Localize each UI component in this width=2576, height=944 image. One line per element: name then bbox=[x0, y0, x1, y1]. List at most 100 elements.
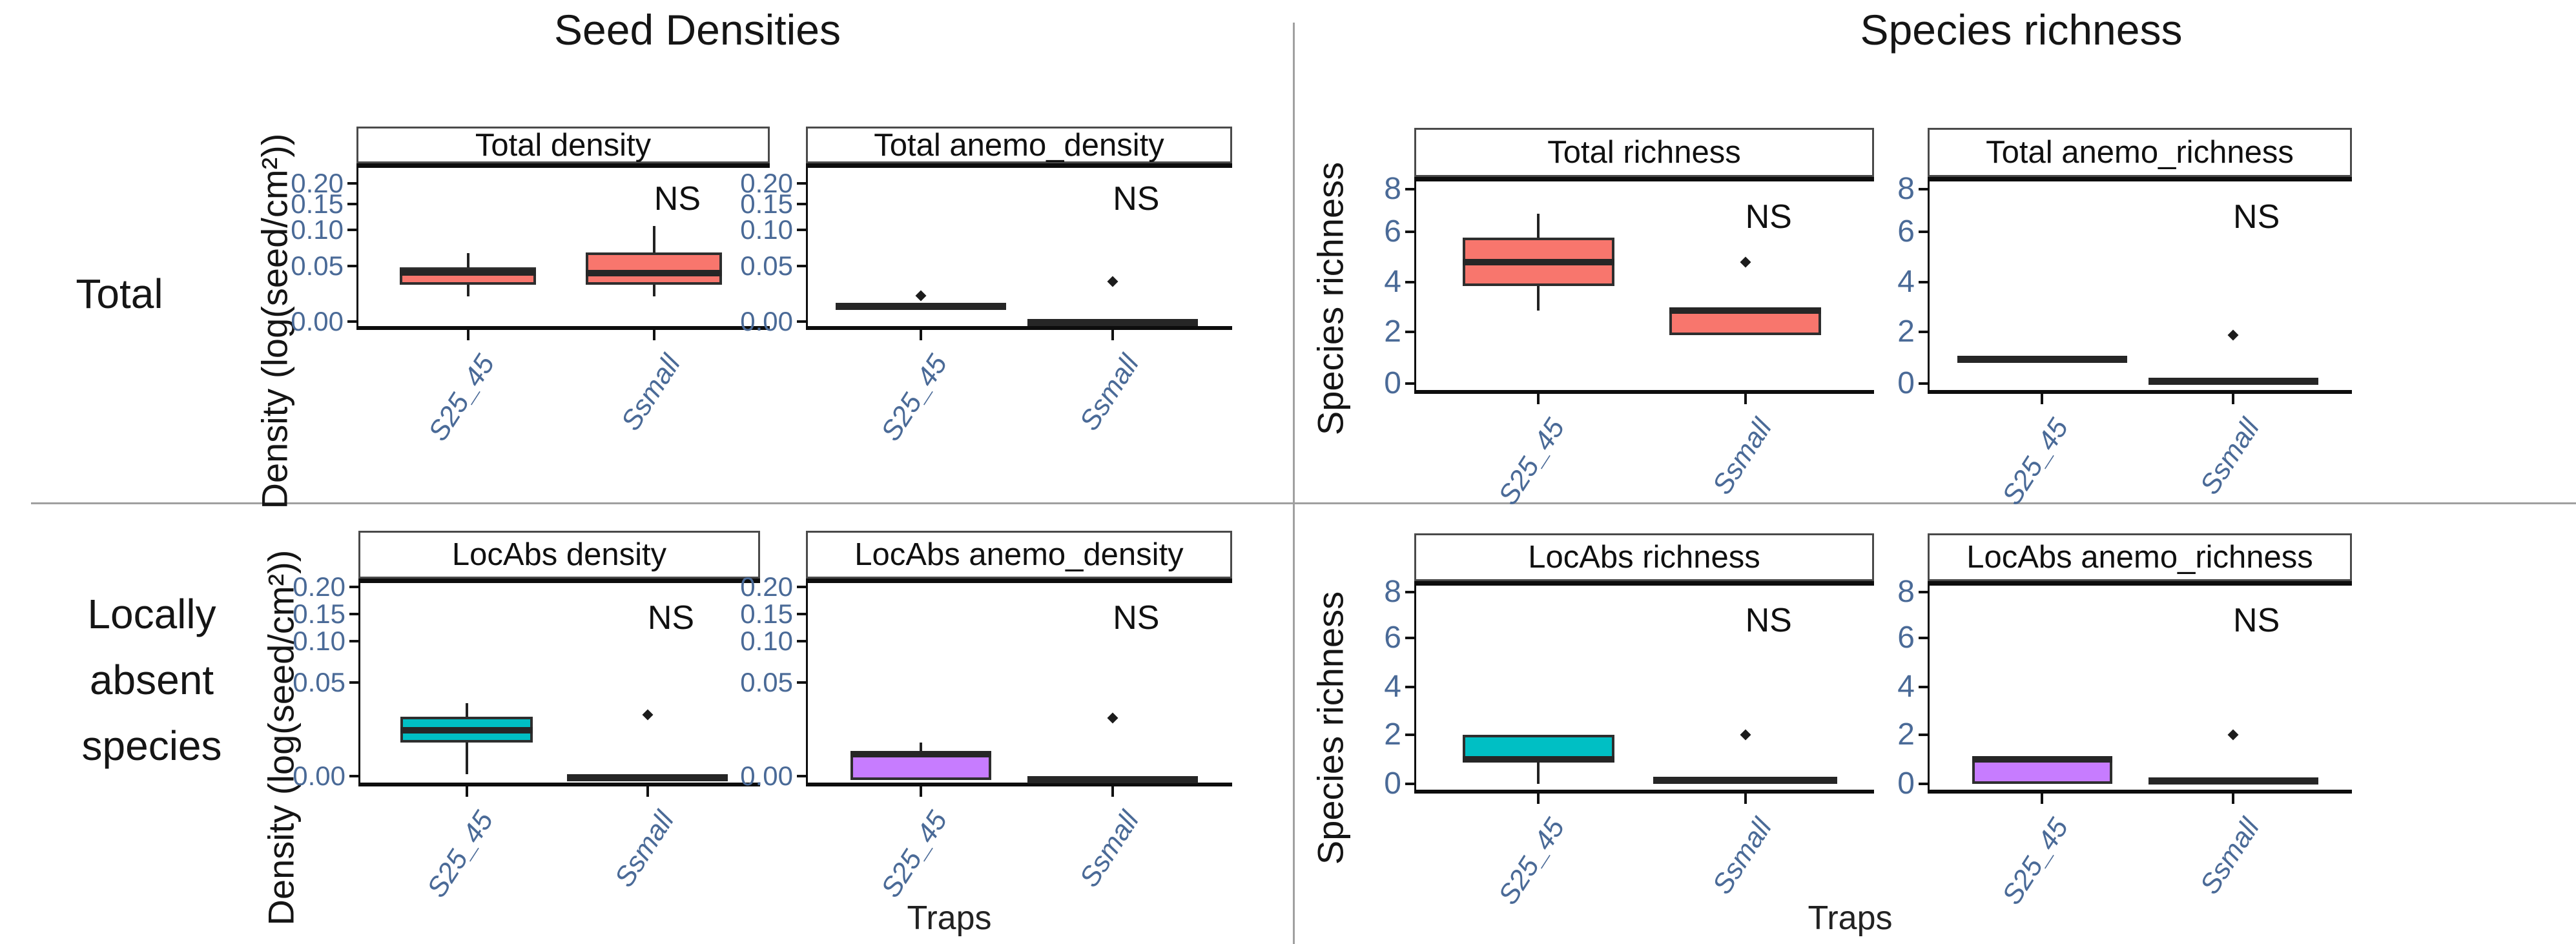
y-tick-label-locabs-anemo-density: 0.05 bbox=[740, 667, 793, 697]
panel-plot-locabs-density bbox=[358, 579, 760, 786]
y-tick-label-total-anemo-density: 0.00 bbox=[740, 306, 793, 337]
y-tick-mark-total-anemo-richness bbox=[1919, 382, 1928, 385]
y-tick-mark-total-richness bbox=[1405, 188, 1414, 191]
significance-label-total-anemo-density: NS bbox=[1113, 180, 1160, 218]
y-tick-label-locabs-anemo-richness: 0 bbox=[1897, 766, 1915, 801]
x-tick-label-locabs-anemo-richness-0: S25_45 bbox=[1996, 813, 2075, 910]
y-tick-mark-total-anemo-richness bbox=[1919, 330, 1928, 333]
y-tick-label-locabs-density: 0.15 bbox=[293, 598, 345, 629]
x-tick-label-locabs-density-0: S25_45 bbox=[421, 806, 500, 903]
x-tick-label-total-anemo-density-0: S25_45 bbox=[875, 349, 954, 447]
box-locabs-anemo-richness-S25_45 bbox=[1972, 759, 2112, 784]
y-tick-mark-total-anemo-richness bbox=[1919, 280, 1928, 283]
y-tick-mark-locabs-anemo-richness bbox=[1919, 685, 1928, 688]
panel-strip-total-anemo-richness: Total anemo_richness bbox=[1928, 128, 2352, 177]
y-tick-label-locabs-density: 0.20 bbox=[293, 571, 345, 602]
x-tick-label-total-anemo-richness-1: Ssmall bbox=[2194, 413, 2266, 500]
y-tick-mark-locabs-anemo-richness bbox=[1919, 636, 1928, 639]
x-tick-label-locabs-density-1: Ssmall bbox=[608, 806, 681, 893]
flat-bar-locabs-anemo-density-Ssmall bbox=[1027, 775, 1199, 783]
y-tick-label-total-density: 0.10 bbox=[291, 214, 344, 245]
y-tick-mark-total-density bbox=[347, 264, 356, 267]
y-tick-mark-total-anemo-richness bbox=[1919, 188, 1928, 191]
y-tick-label-total-richness: 2 bbox=[1384, 314, 1401, 349]
median-locabs-density-S25_45 bbox=[400, 727, 533, 734]
y-tick-mark-total-anemo-density bbox=[797, 203, 806, 206]
x-tick-mark-locabs-density bbox=[465, 786, 468, 797]
flat-bar-total-anemo-density-S25_45 bbox=[836, 302, 1007, 310]
y-tick-label-locabs-anemo-richness: 2 bbox=[1897, 717, 1915, 752]
x-tick-label-total-density-1: Ssmall bbox=[615, 349, 687, 436]
y-tick-label-total-anemo-richness: 6 bbox=[1897, 214, 1915, 249]
x-tick-mark-total-anemo-density bbox=[920, 330, 923, 340]
x-tick-mark-locabs-anemo-richness bbox=[2041, 794, 2044, 804]
y-tick-mark-locabs-richness bbox=[1405, 782, 1414, 785]
panel-title-total-anemo-richness: Total anemo_richness bbox=[1986, 135, 2294, 170]
right-group-title: Species richness bbox=[1860, 6, 2183, 54]
y-tick-label-total-anemo-richness: 4 bbox=[1897, 264, 1915, 299]
y-tick-mark-locabs-density bbox=[349, 585, 358, 588]
flat-bar-locabs-density-Ssmall bbox=[567, 774, 728, 781]
significance-label-locabs-anemo-density: NS bbox=[1113, 599, 1160, 637]
box-locabs-anemo-density-S25_45 bbox=[850, 754, 992, 781]
y-tick-label-locabs-richness: 6 bbox=[1384, 620, 1401, 655]
median-locabs-richness-S25_45 bbox=[1462, 755, 1614, 763]
row-label-total: Total bbox=[76, 271, 163, 317]
panel-title-locabs-density: LocAbs density bbox=[451, 537, 667, 572]
horizontal-divider bbox=[31, 502, 2576, 504]
panel-plot-total-anemo-density bbox=[806, 163, 1232, 330]
y-tick-mark-locabs-richness bbox=[1405, 733, 1414, 736]
x-tick-label-locabs-anemo-richness-1: Ssmall bbox=[2194, 813, 2266, 900]
y-tick-label-locabs-density: 0.00 bbox=[293, 760, 345, 791]
flat-bar-total-anemo-richness-S25_45 bbox=[1957, 356, 2127, 364]
x-tick-mark-total-anemo-richness bbox=[2041, 394, 2044, 404]
left-group-title: Seed Densities bbox=[554, 6, 841, 54]
x-tick-label-total-richness-1: Ssmall bbox=[1706, 413, 1778, 500]
y-tick-mark-locabs-anemo-density bbox=[797, 612, 806, 615]
row-label-line-2: absent bbox=[89, 657, 214, 703]
vertical-divider bbox=[1293, 23, 1295, 944]
y-tick-label-total-anemo-richness: 2 bbox=[1897, 314, 1915, 349]
x-tick-label-total-density-0: S25_45 bbox=[422, 349, 501, 447]
y-tick-mark-total-density bbox=[347, 320, 356, 323]
y-tick-label-locabs-anemo-density: 0.15 bbox=[740, 598, 793, 629]
y-tick-label-total-density: 0.15 bbox=[291, 189, 344, 220]
y-tick-mark-locabs-richness bbox=[1405, 636, 1414, 639]
y-tick-mark-total-richness bbox=[1405, 382, 1414, 385]
panel-strip-locabs-anemo-richness: LocAbs anemo_richness bbox=[1928, 533, 2352, 581]
y-tick-mark-locabs-richness bbox=[1405, 591, 1414, 594]
y-tick-label-total-anemo-density: 0.10 bbox=[740, 214, 793, 245]
median-total-richness-S25_45 bbox=[1462, 259, 1614, 266]
significance-label-locabs-richness: NS bbox=[1745, 602, 1792, 640]
y-tick-label-total-anemo-richness: 8 bbox=[1897, 172, 1915, 207]
y-tick-label-total-anemo-density: 0.05 bbox=[740, 250, 793, 281]
significance-label-total-anemo-richness: NS bbox=[2233, 198, 2280, 236]
y-tick-mark-total-anemo-density bbox=[797, 229, 806, 232]
median-locabs-anemo-richness-S25_45 bbox=[1972, 755, 2112, 763]
x-tick-mark-locabs-anemo-density bbox=[920, 786, 923, 797]
y-tick-label-total-anemo-density: 0.15 bbox=[740, 189, 793, 220]
panel-title-locabs-anemo-richness: LocAbs anemo_richness bbox=[1966, 540, 2313, 575]
y-tick-label-total-density: 0.20 bbox=[291, 167, 344, 198]
y-tick-mark-total-richness bbox=[1405, 231, 1414, 234]
x-tick-mark-total-density bbox=[652, 330, 655, 340]
y-tick-mark-total-density bbox=[347, 229, 356, 232]
panel-strip-total-richness: Total richness bbox=[1414, 128, 1874, 177]
y-tick-mark-locabs-anemo-density bbox=[797, 774, 806, 777]
flat-bar-locabs-richness-Ssmall bbox=[1653, 776, 1838, 784]
y-tick-label-locabs-anemo-density: 0.10 bbox=[740, 625, 793, 656]
panel-strip-total-anemo-density: Total anemo_density bbox=[806, 127, 1232, 163]
y-tick-label-locabs-anemo-richness: 4 bbox=[1897, 669, 1915, 704]
y-tick-label-total-anemo-density: 0.20 bbox=[740, 167, 793, 198]
flat-bar-locabs-anemo-richness-Ssmall bbox=[2148, 777, 2318, 785]
x-tick-label-total-anemo-richness-0: S25_45 bbox=[1996, 413, 2075, 511]
x-tick-mark-total-anemo-density bbox=[1111, 330, 1115, 340]
x-tick-mark-total-richness bbox=[1744, 394, 1747, 404]
x-tick-label-total-anemo-density-1: Ssmall bbox=[1073, 349, 1146, 436]
x-tick-label-locabs-richness-0: S25_45 bbox=[1492, 813, 1571, 910]
panel-title-total-richness: Total richness bbox=[1547, 135, 1741, 170]
y-tick-mark-total-density bbox=[347, 203, 356, 206]
y-tick-mark-locabs-anemo-richness bbox=[1919, 591, 1928, 594]
y-tick-label-locabs-anemo-richness: 6 bbox=[1897, 620, 1915, 655]
